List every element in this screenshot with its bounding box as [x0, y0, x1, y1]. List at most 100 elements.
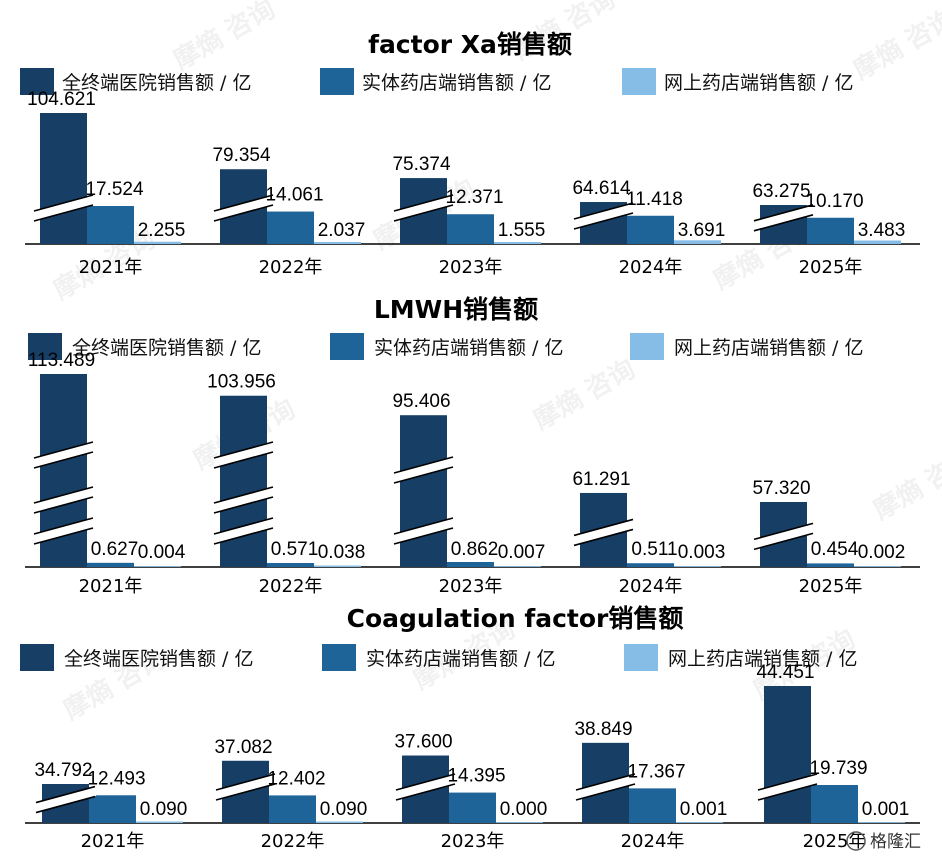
data-label: 0.454	[811, 539, 859, 560]
bar	[134, 241, 181, 244]
category-label: 2024年	[619, 257, 683, 278]
bar	[858, 822, 905, 823]
data-label: 3.483	[858, 220, 906, 241]
axis-break-line	[573, 518, 634, 537]
bar	[267, 563, 314, 567]
watermark-badge: 咨询	[220, 0, 281, 46]
category-label: 2025年	[799, 257, 863, 278]
axis-break-line	[215, 773, 276, 791]
bar	[854, 240, 901, 244]
axis-break-line	[213, 204, 274, 222]
axis-break-line	[395, 783, 456, 801]
bar	[316, 821, 363, 823]
data-label: 3.691	[678, 220, 726, 241]
axis-break-line	[573, 212, 634, 230]
corner-logo-icon	[846, 831, 866, 851]
category-label: 2022年	[259, 257, 323, 278]
bar	[267, 211, 314, 244]
data-label: 0.004	[138, 542, 186, 563]
legend-entry: 实体药店端销售额 / 亿	[362, 72, 551, 94]
legend-swatch	[28, 333, 62, 360]
data-label: 95.406	[392, 391, 450, 412]
legend-swatch	[322, 644, 356, 671]
category-label: 2023年	[439, 576, 503, 597]
bar-group: 44.451 19.739 0.001 2025年	[756, 662, 909, 852]
axis-break	[212, 194, 275, 222]
watermark-text: 摩熵	[708, 243, 769, 296]
axis-break	[212, 441, 275, 545]
data-label: 17.524	[85, 179, 144, 200]
data-label: 37.082	[214, 737, 272, 758]
category-label: 2022年	[259, 576, 323, 597]
axis-break-line	[573, 202, 634, 220]
axis-break	[394, 773, 457, 801]
bar	[220, 395, 267, 567]
axis-break-gap	[32, 195, 95, 221]
data-label: 11.418	[626, 189, 683, 210]
data-label: 0.002	[858, 542, 906, 563]
watermark-badge: 咨询	[920, 443, 942, 496]
data-label: 103.956	[207, 372, 276, 393]
data-label: 12.493	[87, 768, 145, 789]
data-label: 75.374	[392, 154, 451, 175]
axis-break-gap	[752, 205, 815, 231]
axis-break-gap	[212, 518, 275, 544]
data-label: 0.511	[631, 539, 677, 560]
bar	[89, 795, 136, 823]
watermark-badge: 咨询	[900, 3, 942, 56]
legend-entry: 实体药店端销售额 / 亿	[366, 648, 555, 670]
category-label: 2024年	[621, 831, 685, 852]
bar-group: 104.621 17.524 2.255 2021年	[27, 89, 185, 278]
bar-group: 37.082 12.402 0.090 2022年	[214, 737, 367, 852]
data-label: 0.001	[680, 799, 728, 820]
data-label: 0.090	[140, 799, 188, 820]
bar	[449, 792, 496, 823]
data-label: 64.614	[572, 178, 631, 199]
watermark-text: 摩熵	[848, 33, 909, 86]
watermark-badge: 咨询	[580, 353, 641, 406]
data-label: 0.007	[498, 542, 546, 563]
bar	[134, 566, 181, 567]
axis-break	[572, 518, 635, 547]
axis-break-gap	[574, 774, 637, 800]
corner-logo: 格隆汇	[846, 831, 921, 852]
legend-entry: 全终端医院销售额 / 亿	[62, 72, 251, 94]
axis-break-gap	[212, 442, 275, 468]
axis-break-line	[753, 522, 814, 541]
category-label: 2024年	[619, 576, 683, 597]
bar	[269, 795, 316, 823]
axis-break-line	[573, 528, 634, 547]
category-label: 2023年	[439, 257, 503, 278]
axis-break	[392, 456, 455, 545]
chart-title: factor Xa销售额	[368, 30, 572, 59]
bar	[674, 566, 721, 567]
data-label: 12.371	[445, 187, 503, 208]
bar	[627, 563, 674, 567]
axis-break-line	[753, 204, 814, 222]
data-label: 0.627	[91, 539, 139, 560]
axis-break-line	[213, 486, 274, 504]
bar-group: 95.406 0.862 0.007 2023年	[392, 391, 545, 597]
axis-break	[32, 194, 95, 222]
axis-break-line	[393, 204, 454, 222]
bar	[87, 206, 134, 244]
data-label: 14.395	[447, 766, 505, 787]
axis-break-gap	[212, 195, 275, 221]
data-label: 0.001	[862, 799, 910, 820]
bar	[496, 822, 543, 823]
axis-break-line	[213, 451, 274, 469]
axis-break-gap	[34, 787, 97, 812]
data-label: 0.000	[500, 799, 548, 820]
bar-group: 61.291 0.511 0.003 2024年	[572, 469, 725, 597]
bar	[314, 565, 361, 567]
bar-group: 113.489 0.627 0.004 2021年	[28, 350, 186, 597]
axis-break-line	[33, 496, 94, 514]
axis-break-line	[33, 441, 94, 459]
axis-break-line	[575, 783, 636, 801]
axis-break-line	[33, 204, 94, 222]
